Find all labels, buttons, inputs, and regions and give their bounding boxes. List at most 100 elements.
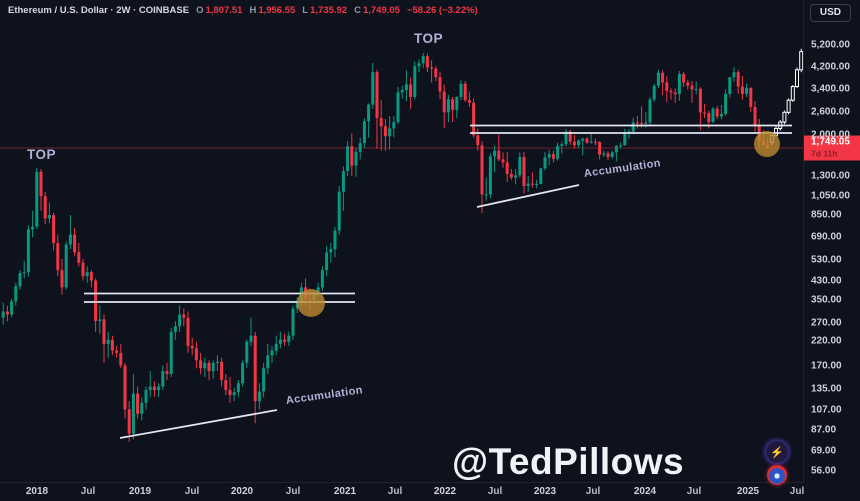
candle	[724, 89, 728, 116]
symbol-title[interactable]: Ethereum / U.S. Dollar · 2W · COINBASE	[8, 5, 190, 16]
candle	[703, 103, 707, 119]
candle	[715, 105, 719, 119]
time-axis-label: 2020	[230, 486, 254, 497]
candle	[199, 352, 203, 374]
candle	[182, 308, 186, 327]
candle	[640, 106, 644, 128]
candle	[81, 259, 85, 281]
candle	[22, 260, 26, 279]
candle	[245, 339, 249, 369]
currency-toggle-button[interactable]: USD	[809, 4, 851, 22]
top-annotation[interactable]: TOP	[414, 31, 444, 46]
candle	[94, 278, 98, 332]
candle	[404, 70, 408, 102]
breakout-highlight-circle[interactable]	[754, 131, 780, 157]
candle	[144, 386, 148, 410]
candle	[446, 94, 450, 123]
ohlc-high: H 1,956.55	[249, 5, 296, 16]
candle	[274, 335, 278, 356]
candle	[362, 118, 366, 148]
candle	[623, 128, 627, 146]
candle	[530, 172, 534, 188]
candle	[564, 128, 568, 147]
time-axis-label: Jul	[487, 486, 503, 497]
time-axis-label: 2018	[25, 486, 49, 497]
candle	[694, 81, 698, 95]
top-annotation[interactable]: TOP	[27, 147, 57, 162]
candle	[47, 202, 51, 224]
price-axis[interactable]: 1,749.05 7d 11h 5,200.00 4,200.00 3,400.00…	[803, 0, 860, 483]
candle	[413, 61, 417, 100]
candle	[131, 373, 135, 440]
price-axis-label: 2,000.00	[811, 129, 850, 141]
candle	[728, 77, 732, 98]
candle	[346, 141, 350, 177]
lightning-icon[interactable]: ⚡	[766, 441, 788, 463]
candle	[262, 362, 266, 398]
candle	[190, 337, 194, 356]
candle	[736, 69, 740, 94]
candle	[488, 153, 492, 199]
candle	[451, 96, 455, 123]
candle	[64, 241, 68, 290]
candle	[501, 152, 505, 168]
candle	[526, 176, 530, 192]
candlestick-chart[interactable]	[0, 0, 804, 483]
candle	[253, 331, 257, 424]
candle	[5, 305, 9, 322]
candle	[732, 67, 736, 82]
candle	[10, 298, 14, 318]
candle	[325, 245, 329, 277]
candle	[619, 142, 623, 149]
candle	[505, 151, 509, 183]
candle	[455, 96, 459, 119]
candle	[388, 116, 392, 150]
price-axis-label: 5,200.00	[811, 39, 850, 51]
candle	[514, 169, 518, 185]
candle	[152, 381, 156, 397]
time-axis[interactable]: 2018 Jul 2019 Jul 2020 Jul 2021 Jul 2022 Jul 2023 J…	[0, 482, 804, 501]
price-axis-label: 220.00	[811, 335, 842, 347]
candle	[476, 128, 480, 151]
time-axis-label: Jul	[285, 486, 301, 497]
price-axis-label: 1,300.00	[811, 170, 850, 182]
candle	[677, 70, 681, 101]
candle	[518, 152, 522, 178]
accumulation-trendline[interactable]	[119, 409, 278, 439]
projected-candle	[790, 85, 795, 102]
candle	[371, 62, 375, 109]
candle	[157, 383, 161, 398]
candle	[753, 100, 757, 132]
candle	[333, 226, 337, 258]
ohlc-open: O 1,807.51	[196, 5, 243, 16]
candle	[577, 139, 581, 148]
candle	[593, 138, 597, 146]
candle	[350, 133, 354, 177]
candle	[459, 80, 463, 101]
reaction-icons: ⚡	[766, 441, 788, 485]
price-axis-label: 430.00	[811, 275, 842, 287]
candle	[627, 129, 631, 139]
candle	[266, 343, 270, 374]
candle	[165, 362, 169, 381]
candle	[438, 71, 442, 100]
candle	[337, 185, 341, 235]
candle	[228, 376, 232, 403]
candle	[379, 100, 383, 151]
candle	[43, 191, 47, 225]
accumulation-trendline[interactable]	[476, 184, 580, 208]
time-axis-label: 2023	[533, 486, 557, 497]
candle	[396, 86, 400, 125]
candle	[127, 401, 131, 442]
candle	[375, 69, 379, 150]
price-axis-label: 3,400.00	[811, 83, 850, 95]
price-axis-label: 270.00	[811, 317, 842, 329]
price-axis-label: 1,050.00	[811, 190, 850, 202]
candle	[665, 76, 669, 102]
shield-badge-icon[interactable]	[767, 465, 787, 485]
ohlc-close: C 1,749.05	[354, 5, 400, 16]
candle	[656, 69, 660, 88]
candle	[740, 75, 744, 100]
candle	[610, 150, 614, 159]
breakout-highlight-circle[interactable]	[297, 289, 325, 317]
